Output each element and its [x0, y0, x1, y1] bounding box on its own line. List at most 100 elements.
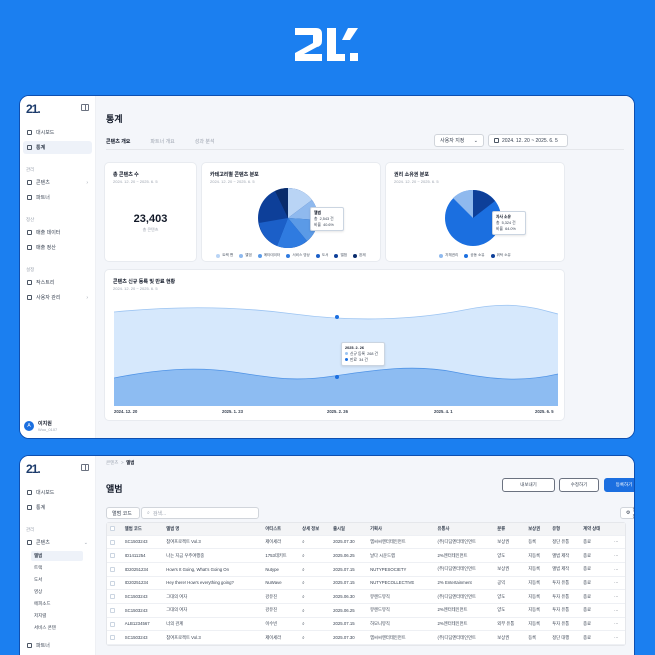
date-range-picker[interactable]: 2024. 12. 20 ~ 2025. 6. 5 — [488, 134, 568, 147]
tab-partner-overview[interactable]: 파트너 개요 — [150, 139, 175, 145]
sidebar-subitem-book[interactable]: 도서 — [34, 577, 43, 582]
sidebar-subitem-track[interactable]: 트랙 — [34, 565, 43, 570]
rights-pie-chart[interactable] — [444, 189, 502, 247]
column-header[interactable]: 계약 상태 — [580, 523, 612, 536]
column-header[interactable]: 출시일 — [330, 523, 368, 536]
pie-slice-book[interactable] — [259, 218, 288, 246]
more-options-icon[interactable]: ··· — [611, 548, 625, 563]
more-options-icon[interactable]: ··· — [611, 603, 625, 618]
more-options-icon[interactable]: ··· — [611, 535, 625, 550]
sidebar-item-list[interactable]: 작스트리 — [23, 276, 92, 289]
sidebar-item-dashboard[interactable]: 대시보드 — [23, 486, 92, 499]
column-header[interactable]: 아티스트 — [262, 523, 300, 536]
row-checkbox[interactable] — [107, 562, 122, 577]
row-checkbox[interactable] — [107, 630, 122, 645]
search-field-select[interactable]: 앨범 코드 — [106, 507, 140, 519]
table-row[interactable]: ID20251234 Hey there! How's everything go… — [107, 576, 625, 591]
table-row[interactable]: SC1503243 그대의 여자 강유진 ⌕ 2025.06.30 뮤렌드뮤직 (주)디딤엔… — [107, 589, 625, 604]
point-new-registrations[interactable] — [335, 315, 339, 319]
user-profile[interactable]: A 이지원 Woo_0107 — [24, 420, 57, 432]
register-button[interactable]: 등록하기 — [604, 478, 634, 492]
breadcrumb-parent[interactable]: 콘텐츠 — [106, 460, 119, 465]
legend-item[interactable]: 위탁 소유 — [490, 253, 511, 258]
export-button[interactable]: 내보내기 — [502, 478, 555, 492]
column-header[interactable]: 유형 — [549, 523, 581, 536]
detail-search-icon[interactable]: ⌕ — [299, 576, 331, 591]
legend-item[interactable]: 앨범 — [239, 253, 252, 258]
table-row[interactable]: SC1503243 참여프로젝트 Vol.3 제이세라 ⌕ 2025.07.30 엠씨씨엔… — [107, 630, 625, 645]
legend-item[interactable]: 앨범 — [334, 253, 347, 258]
sidebar-subitem-album[interactable]: 앨범 — [31, 551, 83, 561]
more-options-icon[interactable]: ··· — [611, 630, 625, 645]
more-options-icon[interactable]: ··· — [611, 589, 625, 604]
column-header[interactable]: 유통사 — [434, 523, 495, 536]
row-checkbox[interactable] — [107, 603, 122, 618]
legend-item[interactable]: 자체권리 — [439, 253, 458, 258]
row-checkbox[interactable] — [107, 535, 122, 550]
sidebar-subitem-episode[interactable]: 에피소드 — [34, 601, 51, 606]
sidebar-item-statistics[interactable]: 통계 — [23, 501, 92, 514]
column-header[interactable]: 앨범 코드 — [121, 523, 164, 536]
sidebar-item-partner[interactable]: 파트너 — [23, 191, 92, 204]
sidebar-item-statistics[interactable]: 통계 — [23, 141, 92, 154]
pie-slice-complete[interactable] — [275, 188, 288, 218]
sidebar-item-content[interactable]: 콘텐츠 › — [23, 176, 92, 189]
legend-item[interactable]: 트랙 팬 — [216, 253, 233, 258]
pie-slice-own[interactable] — [453, 189, 473, 218]
sidebar-item-settlement[interactable]: 매출 정산 — [23, 241, 92, 254]
column-header[interactable]: 상세 정보 — [299, 523, 331, 536]
column-header[interactable]: 분류 — [494, 523, 526, 536]
search-input[interactable]: ⌕ 검색... — [141, 507, 259, 519]
area-expired[interactable] — [114, 368, 558, 406]
sidebar-item-dashboard[interactable]: 대시보드 — [23, 126, 92, 139]
sidebar-toggle-icon[interactable] — [81, 464, 89, 471]
sidebar-item-users[interactable]: 사용자 관리 › — [23, 291, 92, 304]
column-header[interactable]: 앨범 명 — [163, 523, 263, 536]
tab-performance[interactable]: 성과 분석 — [194, 139, 215, 145]
legend-item[interactable]: 도서 — [315, 253, 328, 258]
sidebar-item-partner[interactable]: 파트너 — [23, 639, 92, 652]
sidebar-brand[interactable]: 21. — [26, 102, 41, 116]
edit-button[interactable]: 수정하기 — [559, 478, 599, 492]
more-options-icon[interactable]: ··· — [611, 562, 625, 577]
sidebar-subitem-service-content[interactable]: 서비스 콘텐 — [34, 625, 56, 630]
sidebar-toggle-icon[interactable] — [81, 104, 89, 111]
legend-item[interactable]: 메타데이터 — [257, 253, 280, 258]
legend-item[interactable]: 서비스 영상 — [286, 253, 310, 258]
row-checkbox[interactable] — [107, 576, 122, 591]
sidebar-subitem-series[interactable]: 저지렬 — [34, 613, 47, 618]
table-row[interactable]: ID1411254 나는 지금 우주여행중 1753데키트 ⌕ 2025.06.25 날다… — [107, 548, 625, 563]
table-row[interactable]: ID20251234 How's It Going, What's Going O… — [107, 562, 625, 577]
more-options-icon[interactable]: ··· — [611, 576, 625, 591]
sidebar-item-sales-data[interactable]: 매출 데이터 — [23, 226, 92, 239]
pie-slice-video[interactable] — [277, 218, 307, 248]
detail-search-icon[interactable]: ⌕ — [299, 630, 331, 645]
table-row[interactable]: SC1503243 그대의 여자 강유진 ⌕ 2025.06.25 뮤렌드뮤직 2%엔터테인… — [107, 603, 625, 618]
column-header[interactable]: 보상권 — [525, 523, 550, 536]
row-checkbox[interactable] — [107, 589, 122, 604]
trend-area-chart[interactable] — [114, 304, 558, 406]
legend-item[interactable]: 완제 — [353, 253, 366, 258]
detail-search-icon[interactable]: ⌕ — [299, 589, 331, 604]
detail-search-icon[interactable]: ⌕ — [299, 603, 331, 618]
row-checkbox[interactable] — [107, 617, 122, 632]
legend-item[interactable]: 공동 소유 — [464, 253, 485, 258]
detail-search-icon[interactable]: ⌕ — [299, 617, 331, 632]
pie-slice-track[interactable] — [288, 188, 312, 218]
table-settings-button[interactable]: ⚙설정 — [620, 507, 634, 520]
row-checkbox[interactable] — [107, 548, 122, 563]
column-header[interactable]: 기획사 — [367, 523, 435, 536]
detail-search-icon[interactable]: ⌕ — [299, 562, 331, 577]
sidebar-brand[interactable]: 21. — [26, 462, 41, 476]
sidebar-subitem-video[interactable]: 영상 — [34, 589, 43, 594]
detail-search-icon[interactable]: ⌕ — [299, 535, 331, 550]
point-expired[interactable] — [335, 375, 339, 379]
table-row[interactable]: ALB1234567 너의 관계 이수빈 ⌕ 2025.07.15 하모니뮤직 2%엔터테인… — [107, 617, 625, 632]
detail-search-icon[interactable]: ⌕ — [299, 548, 331, 563]
select-all-checkbox[interactable] — [107, 523, 122, 536]
period-select[interactable]: 사용자 지정 ⌄ — [434, 134, 484, 147]
more-options-icon[interactable]: ··· — [611, 617, 625, 632]
sidebar-item-content[interactable]: 콘텐츠 ⌄ — [23, 536, 92, 549]
table-row[interactable]: SC1503243 참여프로젝트 Vol.3 제이세라 ⌕ 2025.07.30 엠씨씨엔… — [107, 535, 625, 550]
pie-slice-consigned[interactable] — [473, 190, 495, 218]
